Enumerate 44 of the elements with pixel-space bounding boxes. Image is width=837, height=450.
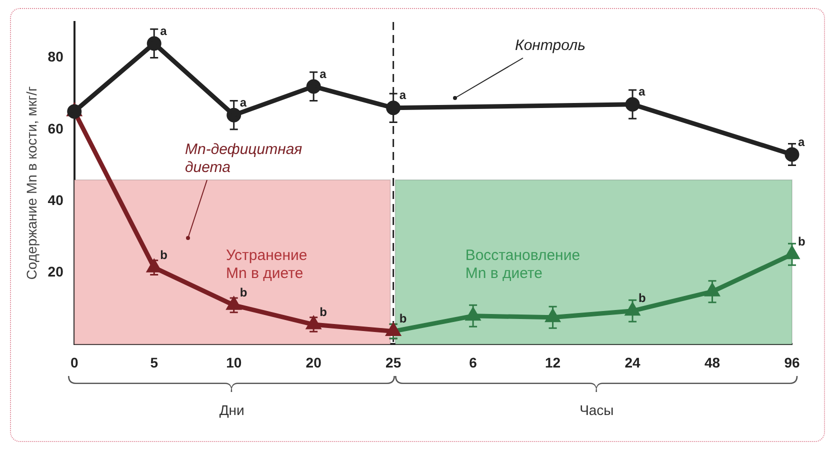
annotation: b xyxy=(798,234,806,249)
x-tick-label: 6 xyxy=(469,354,478,370)
point xyxy=(67,104,82,119)
y-tick-label: 20 xyxy=(48,263,64,280)
annotation: a xyxy=(160,24,168,38)
x-tick-label: 20 xyxy=(306,354,322,370)
annotation: a xyxy=(240,95,247,110)
x-tick-label: 0 xyxy=(70,354,78,370)
text: Часы xyxy=(580,402,614,418)
x-tick-label: 12 xyxy=(545,354,561,370)
y-tick-label: 80 xyxy=(48,48,64,65)
point xyxy=(227,298,240,310)
y-tick-label: 60 xyxy=(48,120,64,136)
annotation: a xyxy=(320,66,327,81)
x-tick-label: 48 xyxy=(704,354,720,370)
point xyxy=(386,100,401,116)
annotation: b xyxy=(638,291,646,306)
x-tick-label: 24 xyxy=(624,354,641,370)
text: Контроль xyxy=(515,37,586,54)
annotation: a xyxy=(638,84,646,99)
x-tick-label: 5 xyxy=(150,354,158,370)
annotation: b xyxy=(160,248,168,262)
band-label: Устранение Mn в диете xyxy=(226,246,308,282)
x-tick-label: 25 xyxy=(386,354,402,370)
y-axis-title: Содержание Mn в кости, мкг/г xyxy=(23,86,40,280)
annotation: b xyxy=(399,312,407,326)
point xyxy=(784,147,800,162)
x-tick-label: 10 xyxy=(226,354,242,370)
text: Mn-дефицитная диета xyxy=(185,141,302,176)
annotation: a xyxy=(399,88,406,102)
point xyxy=(306,79,321,94)
point xyxy=(226,108,242,122)
point xyxy=(307,317,320,330)
point xyxy=(148,260,161,272)
text: Дни xyxy=(219,402,244,418)
y-tick-label: 40 xyxy=(48,192,64,208)
x-tick-label: 96 xyxy=(784,354,800,370)
annotation: b xyxy=(320,304,327,319)
annotation: b xyxy=(240,285,248,300)
band-label: Восстановление Mn в диете xyxy=(465,246,580,282)
point xyxy=(706,284,719,296)
point xyxy=(625,97,640,112)
annotation: a xyxy=(798,134,805,149)
point xyxy=(146,36,162,51)
